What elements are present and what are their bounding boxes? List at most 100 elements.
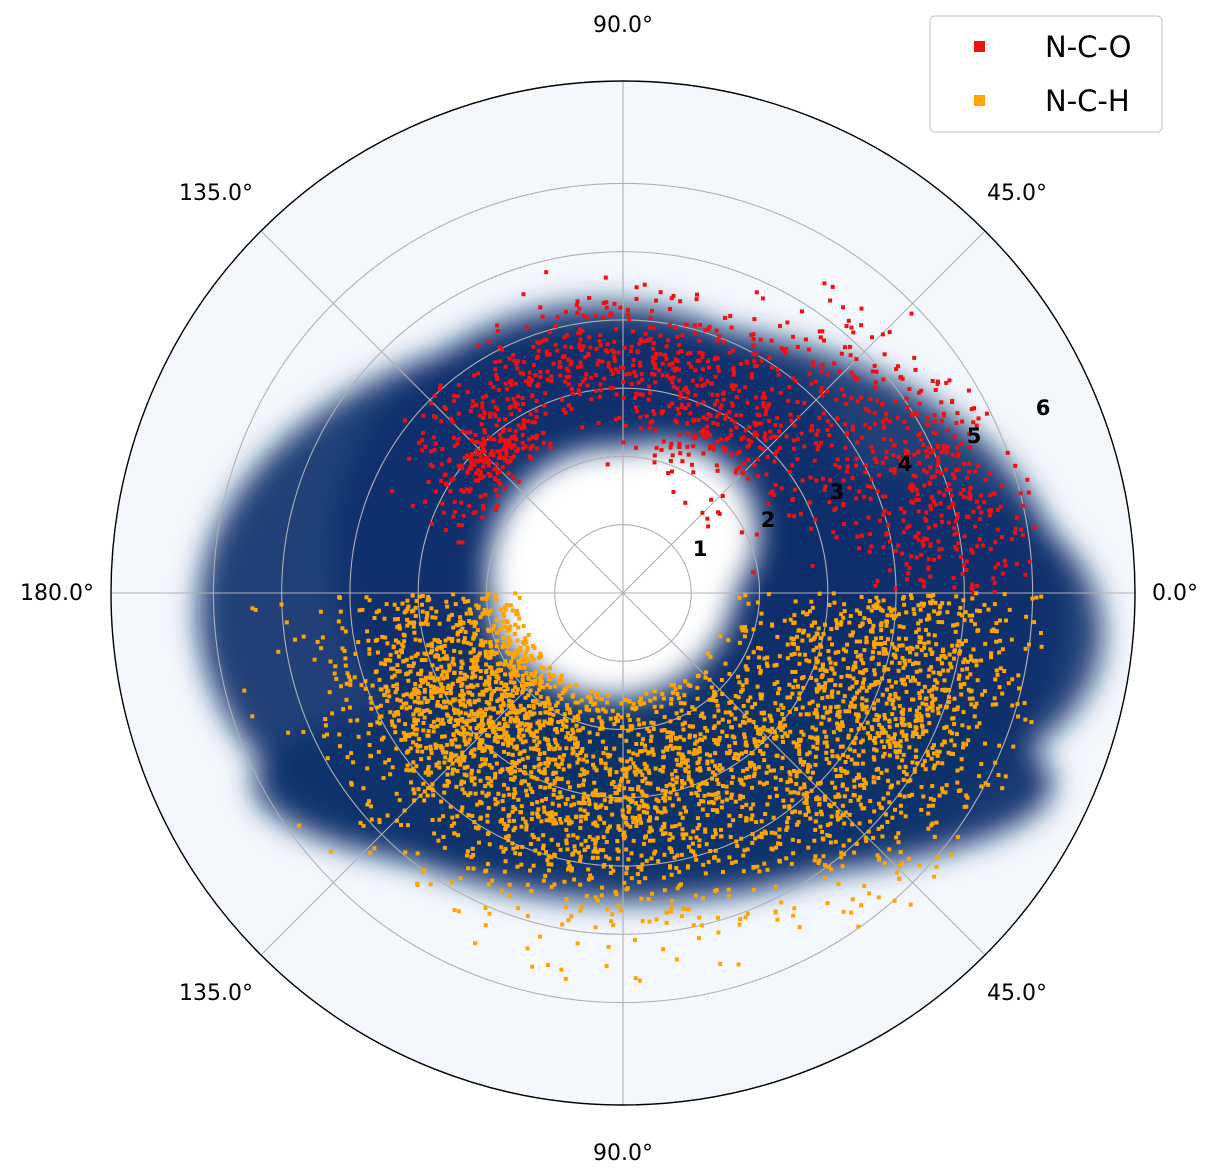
point-n-c-o	[761, 391, 766, 396]
point-n-c-h	[864, 838, 869, 843]
point-n-c-h	[508, 639, 513, 644]
point-n-c-h	[761, 782, 766, 787]
point-n-c-h	[881, 649, 886, 654]
point-n-c-h	[562, 753, 566, 758]
point-n-c-o	[809, 526, 813, 531]
point-n-c-h	[432, 831, 437, 836]
point-n-c-h	[402, 633, 407, 638]
point-n-c-h	[968, 654, 973, 659]
point-n-c-o	[540, 314, 545, 319]
point-n-c-o	[729, 401, 734, 406]
point-n-c-h	[582, 848, 587, 853]
point-n-c-h	[333, 664, 338, 669]
point-n-c-h	[774, 793, 779, 798]
point-n-c-h	[756, 731, 761, 736]
point-n-c-h	[935, 680, 940, 685]
point-n-c-h	[793, 670, 798, 674]
point-n-c-h	[447, 668, 452, 673]
point-n-c-o	[493, 360, 498, 365]
point-n-c-h	[509, 675, 514, 680]
point-n-c-h	[568, 864, 572, 869]
point-n-c-o	[729, 452, 734, 457]
point-n-c-o	[902, 458, 907, 463]
point-n-c-h	[435, 724, 440, 729]
point-n-c-o	[970, 550, 975, 555]
point-n-c-o	[745, 400, 750, 405]
point-n-c-h	[796, 684, 800, 689]
point-n-c-h	[870, 629, 875, 634]
point-n-c-o	[917, 401, 922, 406]
point-n-c-h	[953, 629, 958, 634]
point-n-c-h	[935, 656, 940, 661]
point-n-c-h	[801, 685, 806, 690]
point-n-c-o	[614, 327, 619, 332]
point-n-c-o	[753, 395, 758, 400]
point-n-c-o	[482, 427, 487, 432]
point-n-c-h	[906, 856, 911, 861]
point-n-c-h	[765, 664, 770, 668]
point-n-c-o	[901, 530, 906, 535]
point-n-c-h	[365, 802, 370, 807]
point-n-c-h	[900, 710, 905, 715]
point-n-c-h	[738, 723, 743, 728]
point-n-c-h	[501, 703, 506, 708]
point-n-c-h	[879, 628, 884, 633]
point-n-c-h	[697, 746, 702, 750]
point-n-c-h	[415, 749, 420, 754]
point-n-c-h	[780, 734, 785, 739]
point-n-c-o	[639, 372, 644, 376]
point-n-c-h	[779, 703, 784, 708]
point-n-c-h	[759, 711, 764, 715]
point-n-c-h	[892, 645, 897, 650]
point-n-c-o	[659, 447, 664, 452]
point-n-c-h	[411, 787, 416, 792]
point-n-c-o	[635, 349, 640, 354]
point-n-c-h	[506, 834, 511, 838]
point-n-c-o	[775, 416, 780, 420]
point-n-c-h	[662, 888, 667, 893]
point-n-c-h	[665, 735, 670, 740]
point-n-c-h	[785, 820, 789, 825]
point-n-c-h	[741, 853, 746, 858]
point-n-c-h	[781, 740, 785, 744]
point-n-c-h	[994, 668, 999, 673]
point-n-c-o	[403, 418, 407, 423]
point-n-c-h	[883, 641, 887, 645]
point-n-c-h	[484, 707, 489, 712]
point-n-c-h	[852, 749, 857, 754]
point-n-c-o	[902, 419, 907, 424]
point-n-c-h	[494, 630, 499, 635]
point-n-c-h	[908, 902, 913, 907]
point-n-c-h	[502, 782, 506, 787]
point-n-c-h	[759, 831, 764, 836]
point-n-c-o	[875, 489, 880, 494]
point-n-c-h	[463, 711, 468, 716]
point-n-c-h	[525, 882, 530, 887]
point-n-c-o	[671, 293, 676, 298]
point-n-c-h	[547, 666, 552, 670]
point-n-c-o	[989, 507, 994, 512]
point-n-c-o	[978, 493, 983, 498]
point-n-c-h	[932, 743, 936, 748]
point-n-c-h	[848, 747, 853, 752]
point-n-c-o	[638, 339, 643, 344]
point-n-c-h	[723, 710, 728, 715]
point-n-c-h	[873, 636, 878, 641]
point-n-c-o	[707, 446, 712, 451]
point-n-c-o	[909, 499, 913, 504]
point-n-c-o	[638, 337, 643, 342]
point-n-c-h	[838, 683, 843, 688]
point-n-c-h	[485, 819, 490, 824]
point-n-c-h	[777, 654, 782, 659]
point-n-c-h	[759, 727, 764, 732]
point-n-c-o	[495, 329, 500, 333]
point-n-c-h	[478, 778, 483, 783]
point-n-c-h	[998, 618, 1002, 623]
point-n-c-h	[410, 691, 415, 696]
point-n-c-o	[680, 459, 685, 464]
point-n-c-h	[487, 763, 492, 768]
point-n-c-o	[541, 338, 546, 343]
point-n-c-h	[405, 623, 410, 628]
point-n-c-o	[676, 350, 681, 355]
point-n-c-o	[511, 352, 516, 357]
